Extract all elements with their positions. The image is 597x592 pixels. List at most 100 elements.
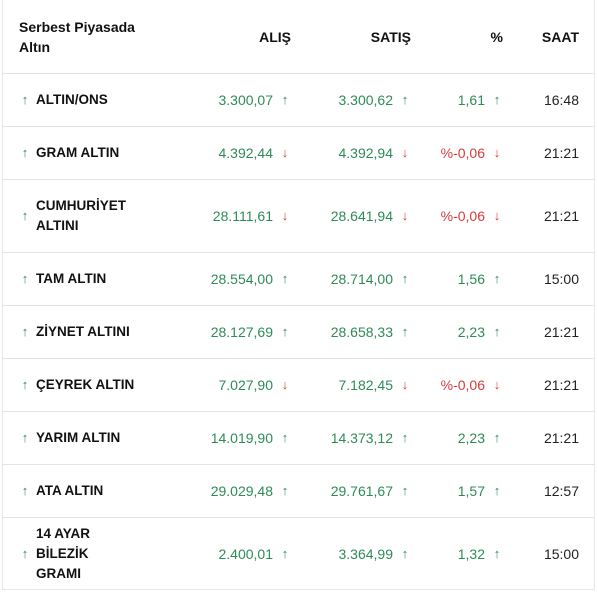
sell-value: 29.761,67 bbox=[330, 482, 393, 499]
buy-value: 7.027,90 bbox=[218, 376, 274, 393]
sell-value: 28.641,94 bbox=[330, 207, 393, 224]
trend-up-icon: ↑ bbox=[21, 546, 29, 561]
header-time-label: SAAT bbox=[541, 28, 579, 45]
arrow-down-icon: ↓ bbox=[401, 208, 409, 223]
table-row[interactable]: ↑ YARIM ALTIN 14.019,90 ↑ 14.373,12 ↑ 2,23… bbox=[3, 411, 594, 465]
sell-cell: 28.641,94 ↓ bbox=[293, 179, 411, 252]
arrow-up-icon: ↑ bbox=[281, 271, 289, 286]
sell-value: 28.658,33 bbox=[330, 323, 393, 340]
sell-cell: 28.658,33 ↑ bbox=[293, 305, 411, 358]
pct-value: 1,56 bbox=[457, 270, 485, 287]
sell-cell: 7.182,45 ↓ bbox=[293, 358, 411, 411]
table-row[interactable]: ↑ ÇEYREK ALTIN 7.027,90 ↓ 7.182,45 ↓ %-0,0… bbox=[3, 358, 594, 412]
pct-cell: %-0,06 ↓ bbox=[413, 126, 503, 179]
time-cell: 21:21 bbox=[503, 305, 579, 358]
arrow-down-icon: ↓ bbox=[281, 145, 289, 160]
header-name-label: Serbest Piyasada Altın bbox=[19, 18, 135, 55]
buy-cell: 4.392,44 ↓ bbox=[173, 126, 291, 179]
table-row[interactable]: ↑ ATA ALTIN 29.029,48 ↑ 29.761,67 ↑ 1,57 ↑ … bbox=[3, 464, 594, 518]
arrow-up-icon: ↑ bbox=[401, 546, 409, 561]
asset-name: GRAM ALTIN bbox=[36, 144, 120, 160]
sell-value: 7.182,45 bbox=[338, 376, 394, 393]
header-buy: ALIŞ bbox=[173, 0, 291, 73]
arrow-up-icon: ↑ bbox=[493, 271, 501, 286]
table-row[interactable]: ↑ TAM ALTIN 28.554,00 ↑ 28.714,00 ↑ 1,56 ↑ … bbox=[3, 252, 594, 306]
pct-cell: 1,32 ↑ bbox=[413, 517, 503, 590]
time-cell: 21:21 bbox=[503, 411, 579, 464]
header-name: Serbest Piyasada Altın bbox=[19, 0, 159, 73]
buy-cell: 28.127,69 ↑ bbox=[173, 305, 291, 358]
sell-cell: 29.761,67 ↑ bbox=[293, 464, 411, 517]
pct-value: 1,57 bbox=[457, 482, 485, 499]
time-cell: 15:00 bbox=[503, 517, 579, 590]
row-name-cell: ↑ TAM ALTIN bbox=[19, 252, 179, 305]
buy-cell: 2.400,01 ↑ bbox=[173, 517, 291, 590]
row-name-cell: ↑ YARIM ALTIN bbox=[19, 411, 179, 464]
table-row[interactable]: ↑ 14 AYAR BİLEZİK GRAMI 2.400,01 ↑ 3.364,… bbox=[3, 517, 594, 590]
header-sell: SATIŞ bbox=[293, 0, 411, 73]
pct-cell: 1,61 ↑ bbox=[413, 73, 503, 126]
buy-value: 14.019,90 bbox=[210, 429, 273, 446]
row-name-cell: ↑ GRAM ALTIN bbox=[19, 126, 179, 179]
arrow-up-icon: ↑ bbox=[401, 92, 409, 107]
arrow-down-icon: ↓ bbox=[493, 377, 501, 392]
arrow-down-icon: ↓ bbox=[493, 208, 501, 223]
buy-value: 28.111,61 bbox=[212, 207, 273, 224]
sell-cell: 28.714,00 ↑ bbox=[293, 252, 411, 305]
trend-up-icon: ↑ bbox=[21, 92, 29, 107]
row-name-cell: ↑ CUMHURİYET ALTINI bbox=[19, 179, 179, 252]
trend-up-icon: ↑ bbox=[21, 483, 29, 498]
pct-cell: %-0,06 ↓ bbox=[413, 358, 503, 411]
arrow-down-icon: ↓ bbox=[401, 377, 409, 392]
pct-value: 2,23 bbox=[457, 323, 485, 340]
time-value: 15:00 bbox=[543, 545, 579, 562]
sell-cell: 3.364,99 ↑ bbox=[293, 517, 411, 590]
time-cell: 21:21 bbox=[503, 126, 579, 179]
pct-value: %-0,06 bbox=[440, 144, 485, 161]
trend-up-icon: ↑ bbox=[21, 208, 29, 223]
arrow-up-icon: ↑ bbox=[493, 430, 501, 445]
arrow-up-icon: ↑ bbox=[493, 546, 501, 561]
header-sell-label: SATIŞ bbox=[370, 28, 411, 45]
time-cell: 16:48 bbox=[503, 73, 579, 126]
pct-cell: 1,57 ↑ bbox=[413, 464, 503, 517]
asset-name: 14 AYAR BİLEZİK GRAMI bbox=[36, 525, 91, 581]
asset-name: TAM ALTIN bbox=[36, 270, 107, 286]
sell-value: 14.373,12 bbox=[330, 429, 393, 446]
pct-value: 1,32 bbox=[457, 545, 485, 562]
row-name-cell: ↑ ALTIN/ONS bbox=[19, 73, 179, 126]
arrow-down-icon: ↓ bbox=[281, 208, 289, 223]
sell-cell: 14.373,12 ↑ bbox=[293, 411, 411, 464]
buy-cell: 3.300,07 ↑ bbox=[173, 73, 291, 126]
pct-cell: 2,23 ↑ bbox=[413, 305, 503, 358]
buy-cell: 28.111,61 ↓ bbox=[173, 179, 291, 252]
header-time: SAAT bbox=[503, 0, 579, 73]
table-row[interactable]: ↑ CUMHURİYET ALTINI 28.111,61 ↓ 28.641,94… bbox=[3, 179, 594, 253]
time-value: 21:21 bbox=[543, 376, 579, 393]
time-value: 21:21 bbox=[543, 323, 579, 340]
header-buy-label: ALIŞ bbox=[259, 28, 291, 45]
pct-cell: %-0,06 ↓ bbox=[413, 179, 503, 252]
sell-value: 3.364,99 bbox=[338, 545, 394, 562]
time-cell: 12:57 bbox=[503, 464, 579, 517]
sell-value: 3.300,62 bbox=[338, 91, 394, 108]
arrow-up-icon: ↑ bbox=[493, 483, 501, 498]
time-cell: 21:21 bbox=[503, 358, 579, 411]
time-value: 12:57 bbox=[543, 482, 579, 499]
buy-cell: 7.027,90 ↓ bbox=[173, 358, 291, 411]
table-row[interactable]: ↑ ALTIN/ONS 3.300,07 ↑ 3.300,62 ↑ 1,61 ↑ 16… bbox=[3, 73, 594, 127]
table-row[interactable]: ↑ ZİYNET ALTINI 28.127,69 ↑ 28.658,33 ↑ 2,… bbox=[3, 305, 594, 359]
pct-cell: 1,56 ↑ bbox=[413, 252, 503, 305]
asset-name: ATA ALTIN bbox=[36, 482, 104, 498]
buy-cell: 28.554,00 ↑ bbox=[173, 252, 291, 305]
buy-value: 28.127,69 bbox=[210, 323, 273, 340]
arrow-up-icon: ↑ bbox=[401, 430, 409, 445]
buy-value: 2.400,01 bbox=[218, 545, 274, 562]
arrow-down-icon: ↓ bbox=[281, 377, 289, 392]
time-value: 21:21 bbox=[543, 207, 579, 224]
header-pct-label: % bbox=[490, 28, 503, 45]
row-name-cell: ↑ ATA ALTIN bbox=[19, 464, 179, 517]
table-row[interactable]: ↑ GRAM ALTIN 4.392,44 ↓ 4.392,94 ↓ %-0,06 ↓… bbox=[3, 126, 594, 180]
sell-value: 4.392,94 bbox=[338, 144, 394, 161]
